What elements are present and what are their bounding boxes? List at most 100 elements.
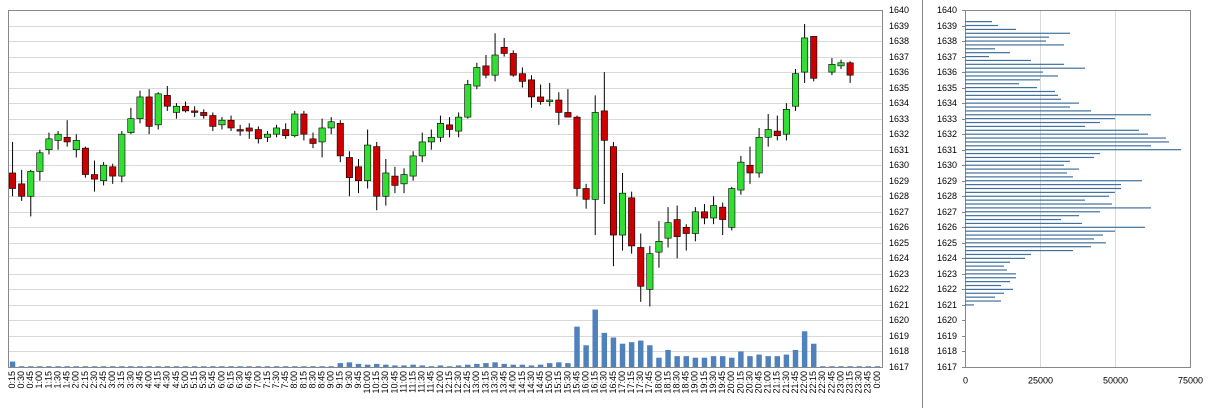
- x-tick-label: 7:15: [262, 371, 272, 389]
- profile-bar: [965, 75, 1058, 77]
- candle-body: [409, 155, 417, 177]
- y-tick-label: 1630: [937, 160, 957, 170]
- volume-bar: [18, 366, 25, 367]
- volume-bar: [747, 356, 753, 367]
- y-tick-label: 1630: [889, 160, 909, 170]
- y-tick-label: 1629: [889, 176, 909, 186]
- candle-body: [336, 123, 344, 157]
- x-tick-label: 10:45: [389, 371, 399, 394]
- volume-bar: [64, 366, 70, 367]
- x-tick-label: 2:45: [98, 371, 108, 389]
- volume-bar: [373, 363, 380, 367]
- profile-bar: [965, 44, 1064, 46]
- y-tick-label: 1632: [889, 129, 909, 139]
- profile-bar: [965, 114, 1151, 116]
- x-tick-label: 5:00: [180, 371, 190, 389]
- x-tick-label: 9:45: [353, 371, 363, 389]
- volume-bar: [528, 365, 535, 367]
- candle-body: [172, 105, 180, 113]
- candle-body: [18, 183, 26, 197]
- y-tick-label: 1637: [937, 52, 957, 62]
- x-tick-label: 1:45: [62, 371, 72, 389]
- profile-bar: [965, 118, 1115, 120]
- volume-bar: [474, 363, 480, 367]
- x-tick-label: 9:00: [326, 371, 336, 389]
- profile-bar: [965, 180, 1142, 182]
- candle-body: [245, 127, 253, 132]
- x-tick-label: 3:00: [107, 371, 117, 389]
- candle-body: [127, 118, 135, 133]
- volume-bar: [619, 343, 626, 367]
- volume-bar: [556, 362, 562, 367]
- volume-bar: [792, 349, 799, 367]
- candle-body: [655, 240, 663, 253]
- candle-body: [200, 112, 208, 116]
- volume-bar: [383, 364, 389, 367]
- volume-bar: [428, 366, 435, 367]
- volume-bar: [719, 356, 726, 367]
- profile-bar: [965, 160, 1070, 162]
- candle-body: [236, 129, 244, 132]
- volume-bar: [820, 366, 826, 367]
- candle-body: [473, 67, 481, 87]
- candle-body: [91, 174, 98, 180]
- x-tick-label: 5:45: [207, 371, 217, 389]
- x-tick-label: 20:00: [726, 371, 736, 394]
- volume-bar: [401, 365, 407, 367]
- candle-body: [291, 113, 299, 137]
- candle-body: [254, 129, 262, 140]
- x-tick-label: 11:45: [426, 371, 436, 393]
- y-tick-label: 1622: [937, 284, 957, 294]
- candle-body: [436, 123, 444, 138]
- x-tick-label: 4:30: [162, 371, 172, 389]
- profile-bar: [965, 226, 1145, 228]
- profile-bar: [965, 187, 1121, 190]
- profile-bar: [965, 36, 1049, 38]
- volume-bar: [355, 363, 362, 367]
- candle-body: [582, 188, 590, 200]
- candle-body: [573, 116, 581, 189]
- candle-body: [782, 109, 790, 135]
- volume-bar: [119, 366, 125, 367]
- profile-bar: [965, 269, 1007, 271]
- candle-body: [418, 141, 426, 157]
- y-tick-label: 1633: [937, 114, 957, 124]
- x-tick-label: 7:00: [253, 371, 263, 389]
- y-tick-label: 1634: [889, 98, 909, 108]
- x-tick-label: 8:45: [316, 371, 326, 389]
- x-tick-label: 1:00: [34, 371, 44, 389]
- x-tick-label: 11:00: [398, 371, 408, 393]
- candle-body: [637, 247, 645, 287]
- y-tick-label: 1631: [889, 145, 909, 155]
- candle-body: [72, 140, 80, 150]
- x-tick-label: 10:30: [380, 371, 390, 394]
- volume-bar: [692, 357, 699, 367]
- x-tick-label: 13:45: [499, 371, 509, 394]
- x-tick-label: 2:00: [71, 371, 81, 389]
- profile-bar: [965, 168, 1079, 170]
- x-tick-label: 17:15: [626, 371, 636, 394]
- volume-bar: [137, 366, 143, 367]
- candle-body: [619, 192, 627, 236]
- x-tick-label: 13:00: [471, 371, 481, 394]
- x-tick-label: 6:30: [235, 371, 245, 389]
- candle-body: [154, 93, 162, 126]
- profile-bar: [965, 63, 1064, 65]
- y-tick-label: 1620: [889, 315, 909, 325]
- x-tick-label: 25000: [1028, 375, 1053, 385]
- profile-bar: [965, 265, 1004, 267]
- volume-bar: [155, 366, 161, 367]
- candle-body: [700, 211, 708, 219]
- profile-bar: [965, 195, 1109, 197]
- x-tick-label: 50000: [1103, 375, 1128, 385]
- profile-bar: [965, 199, 1085, 201]
- volume-bar: [9, 361, 16, 367]
- candle-body: [828, 64, 836, 73]
- volume-bar: [774, 356, 781, 367]
- volume-bar: [146, 366, 152, 367]
- x-tick-label: 4:45: [171, 371, 181, 389]
- candle-body: [591, 112, 599, 200]
- volume-bar: [701, 357, 708, 367]
- candle-body: [9, 172, 17, 189]
- profile-bar: [965, 21, 992, 23]
